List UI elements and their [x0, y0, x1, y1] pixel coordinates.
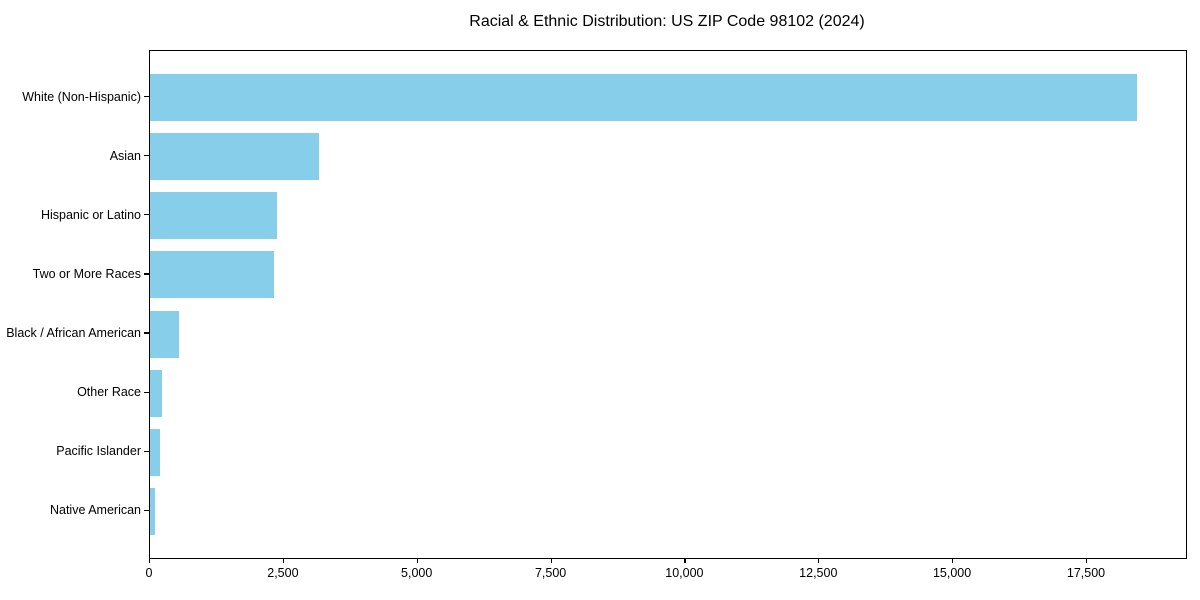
y-tick-mark [144, 214, 149, 216]
x-tick-label: 7,500 [534, 566, 567, 580]
bar-asian [150, 133, 319, 180]
x-tick-mark [149, 558, 151, 563]
y-tick-mark [144, 155, 149, 157]
bar-native-american [150, 488, 156, 535]
x-tick-mark [684, 558, 686, 563]
x-tick-label: 2,500 [267, 566, 299, 580]
y-tick-label: Other Race [77, 385, 141, 399]
bar-two-or-more-races [150, 251, 274, 298]
x-tick-label: 12,500 [799, 566, 838, 580]
y-tick-mark [144, 273, 149, 275]
bar-white-non-hispanic [150, 74, 1137, 121]
bar-black-african-american [150, 311, 179, 358]
y-tick-label: Pacific Islander [56, 444, 141, 458]
bar-other-race [150, 370, 162, 417]
plot-area [149, 50, 1187, 559]
x-tick-mark [1086, 558, 1088, 563]
y-tick-label: Hispanic or Latino [40, 208, 141, 222]
x-tick-label: 0 [145, 566, 153, 580]
x-tick-mark [282, 558, 285, 563]
y-tick-mark [144, 509, 149, 511]
y-tick-label: Native American [49, 503, 141, 517]
x-tick-mark [416, 558, 418, 563]
x-tick-label: 5,000 [401, 566, 433, 580]
y-tick-mark [144, 391, 149, 393]
x-tick-label: 10,000 [665, 566, 704, 580]
y-tick-label: Black / African American [6, 326, 141, 340]
y-tick-mark [144, 332, 149, 334]
y-tick-label: Asian [109, 149, 141, 163]
chart-title: Racial & Ethnic Distribution: US ZIP Cod… [469, 13, 865, 30]
x-tick-label: 15,000 [932, 566, 972, 580]
y-tick-label: Two or More Races [32, 267, 141, 281]
x-tick-label: 17,500 [1066, 566, 1106, 580]
x-tick-mark [818, 558, 820, 563]
y-tick-mark [144, 450, 149, 452]
bar-hispanic-or-latino [150, 192, 277, 239]
bar-pacific-islander [150, 429, 161, 476]
x-tick-mark [550, 558, 552, 563]
y-tick-mark [144, 96, 149, 98]
y-tick-label: White (Non-Hispanic) [22, 90, 141, 104]
x-tick-mark [952, 558, 954, 563]
